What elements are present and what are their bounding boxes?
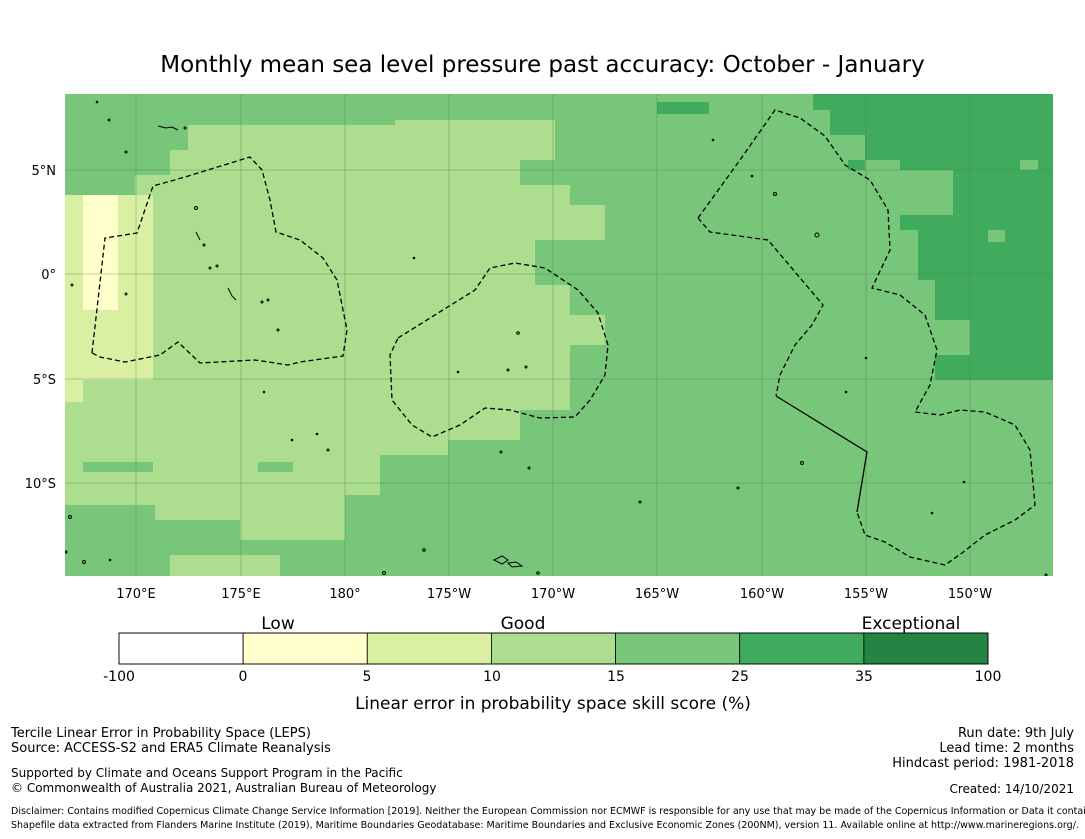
lon-label: 165°W (635, 587, 679, 602)
lon-label: 170°E (116, 587, 156, 602)
skill-field-high (657, 102, 709, 114)
footer-run-info: Run date: 9th July Lead time: 2 months H… (892, 726, 1074, 771)
colorbar-frame (118, 632, 989, 665)
colorbar-category-exceptional: Exceptional (862, 614, 961, 634)
eez-boundary-tuvalu-kiribati (91, 156, 348, 366)
skill-field-high (848, 160, 865, 170)
colorbar-segments (118, 632, 989, 665)
colorbar-tick: 25 (731, 669, 749, 685)
lon-label: 170°W (531, 587, 575, 602)
leps-method-line: Tercile Linear Error in Probability Spac… (11, 726, 311, 741)
colorbar-segment (366, 632, 492, 665)
colorbar-category-good: Good (501, 614, 546, 634)
disclaimer-copernicus: Disclaimer: Contains modified Copernicus… (11, 806, 1085, 817)
lon-label: 150°W (948, 587, 992, 602)
skill-field-medium (83, 462, 153, 472)
run-date: Run date: 9th July (957, 726, 1074, 741)
colorbar-segment (739, 632, 865, 665)
skill-field-low (83, 195, 118, 310)
colorbar-segment (118, 632, 244, 665)
copyright-line: © Commonwealth of Australia 2021, Austra… (11, 781, 437, 795)
colorbar: Low Good Exceptional -100 0 5 10 15 25 3… (103, 614, 1001, 714)
colorbar-ticks: -100 0 5 10 15 25 35 100 (103, 669, 1001, 685)
colorbar-tick: 0 (239, 669, 248, 685)
islands (65, 100, 1048, 576)
eez-boundary-solid (775, 395, 868, 513)
colorbar-tick: -100 (103, 669, 135, 685)
lon-label: 175°E (221, 587, 261, 602)
eez-boundary-phoenix (389, 262, 609, 438)
data-source-line: Source: ACCESS-S2 and ERA5 Climate Reana… (11, 741, 331, 756)
lat-axis: 5°N 0° 5°S 10°S (25, 164, 56, 492)
colorbar-segment (242, 632, 368, 665)
skill-field-high (813, 94, 1053, 380)
footer-support: Supported by Climate and Oceans Support … (11, 766, 436, 796)
skill-field-fair (170, 555, 280, 576)
colorbar-category-low: Low (261, 614, 295, 634)
created-date: Created: 14/10/2021 (949, 782, 1074, 796)
colorbar-segment (863, 632, 989, 665)
colorbar-segment (491, 632, 616, 665)
eez-boundary-line-islands (697, 109, 1036, 566)
footer-method: Tercile Linear Error in Probability Spac… (11, 726, 331, 756)
lat-label: 0° (41, 268, 56, 283)
graticule (65, 94, 1053, 576)
skill-field-medium (65, 94, 555, 125)
colorbar-tick: 10 (483, 669, 501, 685)
skill-field-medium (988, 230, 1005, 242)
colorbar-tick: 100 (975, 669, 1002, 685)
map-panel (65, 94, 1053, 576)
skill-field-fair (65, 380, 83, 402)
map-title: Monthly mean sea level pressure past acc… (160, 52, 925, 78)
lon-label: 155°W (844, 587, 888, 602)
eez-boundaries (91, 109, 1036, 566)
lon-label: 160°W (740, 587, 784, 602)
lat-label: 5°N (32, 164, 57, 179)
lon-label: 180° (329, 587, 360, 602)
hindcast-period: Hindcast period: 1981-2018 (892, 756, 1074, 771)
colorbar-tick: 5 (363, 669, 372, 685)
skill-field-medium (65, 94, 360, 195)
lat-label: 10°S (25, 477, 56, 492)
eez-boundary-line-islands-west (697, 217, 824, 397)
lon-label: 175°W (427, 587, 471, 602)
lon-axis: 170°E 175°E 180° 175°W 170°W 165°W 160°W… (116, 587, 992, 602)
skill-field-medium (345, 94, 1053, 576)
skill-field-medium (1020, 160, 1038, 170)
skill-field-medium (258, 462, 293, 472)
colorbar-tick: 35 (855, 669, 873, 685)
footer-disclaimer: Disclaimer: Contains modified Copernicus… (11, 805, 1085, 833)
disclaimer-shapefile: Shapefile data extracted from Flanders M… (11, 820, 1079, 831)
colorbar-segment (615, 632, 741, 665)
lead-time: Lead time: 2 months (939, 741, 1074, 756)
support-line: Supported by Climate and Oceans Support … (11, 766, 403, 780)
colorbar-label: Linear error in probability space skill … (355, 694, 751, 714)
colorbar-tick: 15 (607, 669, 625, 685)
lat-label: 5°S (33, 373, 56, 388)
